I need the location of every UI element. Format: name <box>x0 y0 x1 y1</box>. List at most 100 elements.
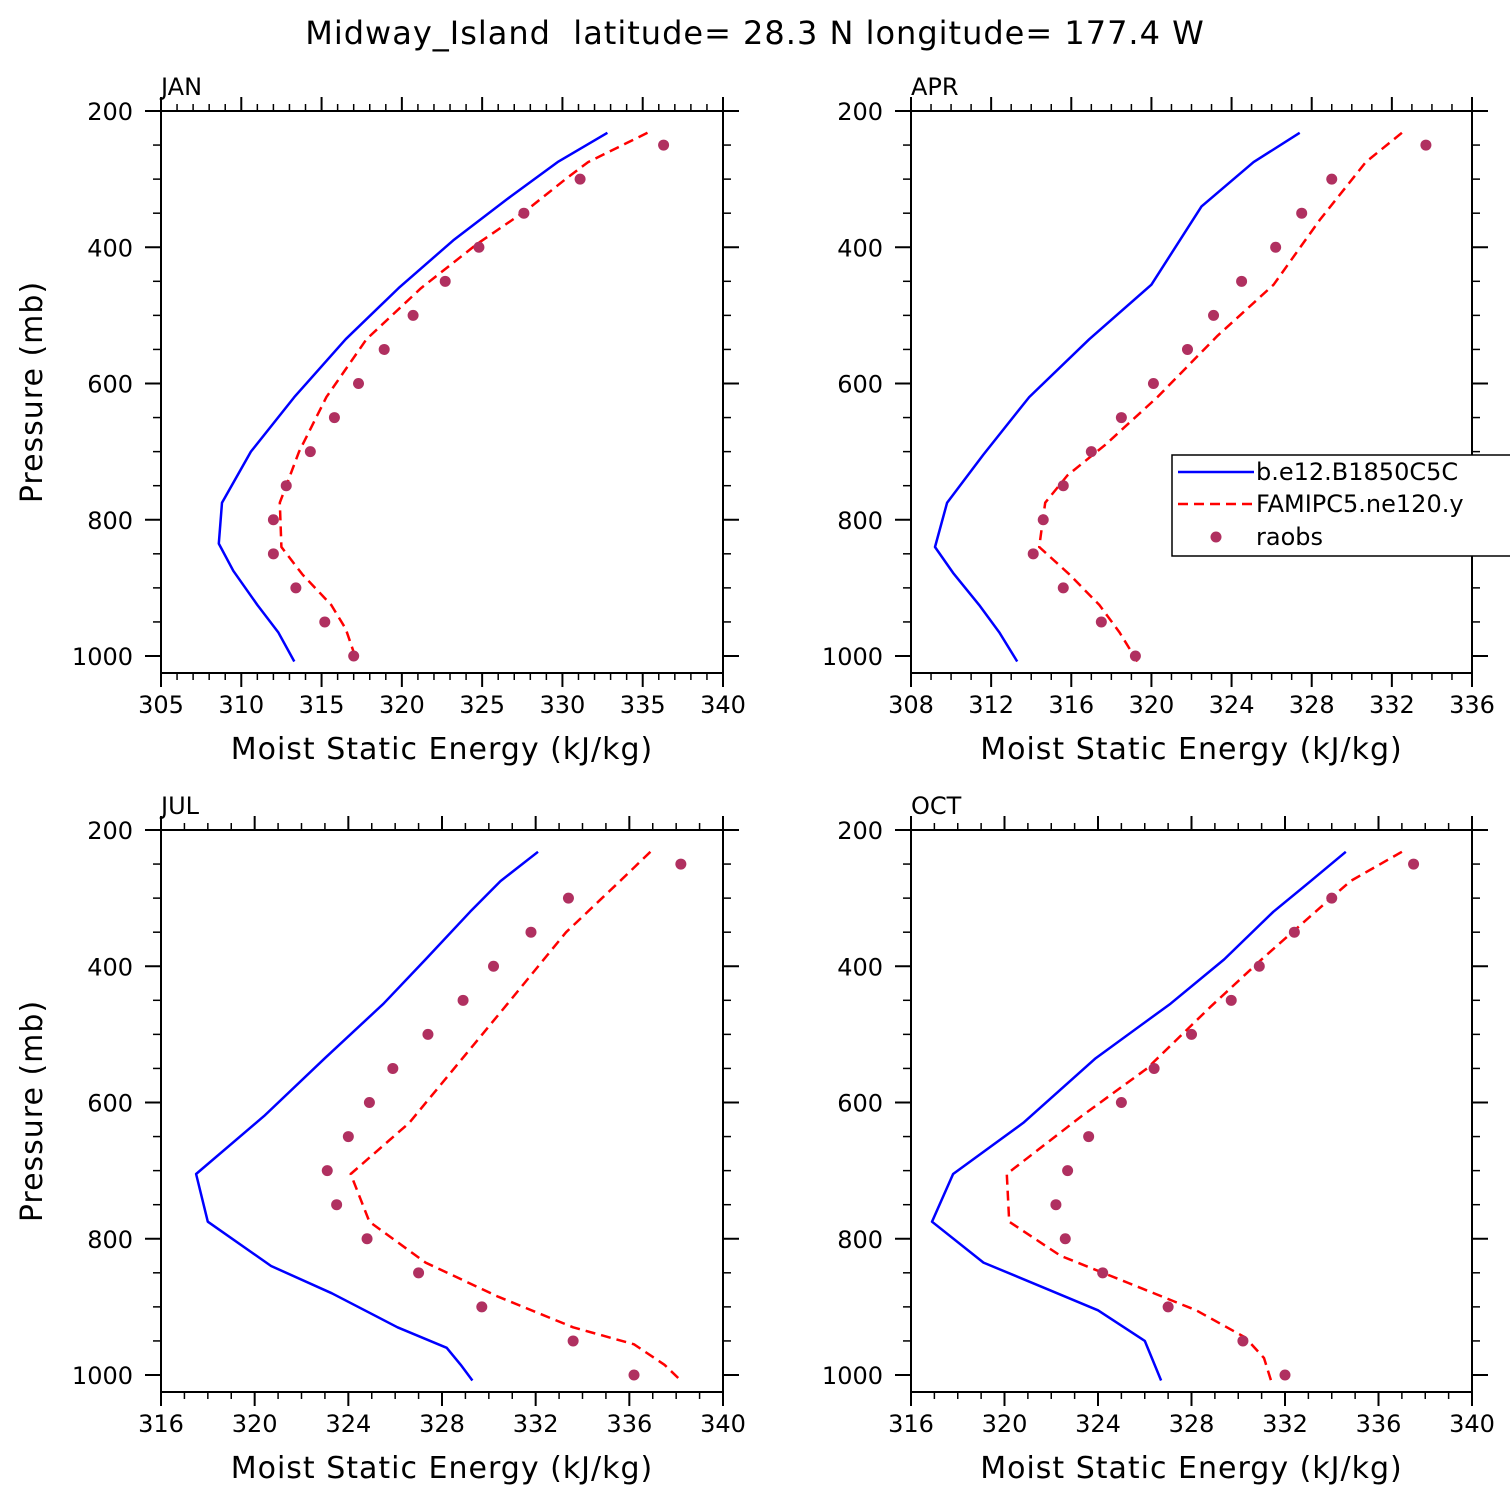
jan-panel-label: JAN <box>159 73 202 101</box>
jul-x-tick-label: 340 <box>700 1410 746 1438</box>
jul-raobs-point <box>476 1301 488 1313</box>
jan-raobs-point <box>378 343 390 355</box>
oct-x-axis-label: Moist Static Energy (kJ/kg) <box>980 1451 1403 1486</box>
jul-y-tick-label: 800 <box>87 1226 133 1254</box>
apr-raobs-point <box>1236 275 1248 287</box>
oct-raobs-point <box>1162 1301 1174 1313</box>
jul-raobs-point <box>413 1267 425 1279</box>
oct-x-tick-label: 328 <box>1169 1410 1215 1438</box>
oct-raobs-point <box>1288 926 1300 938</box>
apr-raobs-point <box>1129 650 1141 662</box>
apr-y-tick-label: 400 <box>837 234 883 262</box>
oct-raobs-point <box>1062 1165 1074 1177</box>
jan-y-tick-label: 200 <box>87 98 133 126</box>
legend-swatch-marker <box>1210 531 1222 543</box>
legend-label-model2: FAMIPC5.ne120.y <box>1256 490 1464 518</box>
apr-model1-line <box>933 131 1301 663</box>
oct-raobs-point <box>1237 1335 1249 1347</box>
apr-x-tick-label: 316 <box>1048 691 1094 719</box>
oct-y-tick-label: 400 <box>837 953 883 981</box>
jan-y-tick-label: 600 <box>87 371 133 399</box>
jul-panel-label: JUL <box>159 792 200 820</box>
jan-y-tick-label: 1000 <box>72 643 133 671</box>
jul-raobs-point <box>567 1335 579 1347</box>
jan-raobs-point <box>280 480 292 492</box>
apr-raobs-point <box>1326 173 1338 185</box>
jul-raobs-point <box>422 1028 434 1040</box>
legend-label-model1: b.e12.B1850C5C <box>1256 458 1458 486</box>
jul-raobs-point <box>675 858 687 870</box>
jul-x-tick-label: 332 <box>513 1410 559 1438</box>
legend-label-raobs: raobs <box>1256 523 1323 551</box>
jan-x-tick-label: 325 <box>459 691 505 719</box>
apr-raobs-point <box>1085 446 1097 458</box>
jan-x-tick-label: 320 <box>379 691 425 719</box>
jul-x-axis-label: Moist Static Energy (kJ/kg) <box>231 1451 654 1486</box>
oct-raobs-point <box>1083 1131 1095 1143</box>
apr-raobs-point <box>1027 548 1039 560</box>
oct-y-tick-label: 600 <box>837 1090 883 1118</box>
jan-raobs-point <box>439 275 451 287</box>
oct-x-tick-label: 324 <box>1075 1410 1121 1438</box>
oct-raobs-point <box>1097 1267 1109 1279</box>
apr-raobs-point <box>1420 139 1432 151</box>
oct-raobs-point <box>1253 960 1265 972</box>
apr-x-tick-label: 336 <box>1449 691 1495 719</box>
panel-jul: JUL 316 320 324 328 332 336 340 200 400 600 800 1000… <box>15 792 746 1486</box>
apr-panel-label: APR <box>911 73 959 101</box>
jul-raobs-point <box>628 1369 640 1381</box>
jan-raobs-point <box>319 616 331 628</box>
jul-y-tick-label: 1000 <box>72 1362 133 1390</box>
oct-raobs-point <box>1115 1097 1127 1108</box>
jan-raobs-point <box>267 514 279 526</box>
panel-oct: OCT 316 320 324 328 332 336 340 200 400 600 800 1000… <box>822 792 1495 1486</box>
jul-y-axis-label: Pressure (mb) <box>15 1000 50 1222</box>
jan-x-tick-label: 310 <box>218 691 264 719</box>
apr-raobs-point <box>1115 412 1127 424</box>
jan-raobs-point <box>348 650 360 662</box>
apr-raobs-point <box>1181 343 1193 355</box>
apr-x-axis-label: Moist Static Energy (kJ/kg) <box>980 732 1403 767</box>
jul-raobs-point <box>342 1131 354 1143</box>
jul-raobs-point <box>331 1199 343 1211</box>
oct-y-tick-label: 800 <box>837 1226 883 1254</box>
jan-x-tick-label: 340 <box>700 691 746 719</box>
apr-y-tick-label: 800 <box>837 507 883 535</box>
apr-plot-frame <box>910 110 1473 674</box>
oct-x-tick-label: 320 <box>982 1410 1028 1438</box>
jul-raobs-point <box>562 892 574 904</box>
apr-x-tick-label: 324 <box>1209 691 1255 719</box>
jan-x-tick-label: 315 <box>299 691 345 719</box>
jul-raobs-point <box>361 1233 373 1245</box>
jul-y-tick-label: 200 <box>87 817 133 845</box>
apr-x-tick-label: 328 <box>1289 691 1335 719</box>
jan-model2-line <box>278 131 649 662</box>
jan-series-group <box>217 131 670 663</box>
oct-raobs-point <box>1050 1199 1062 1211</box>
apr-raobs-point <box>1147 378 1159 389</box>
main-title: Midway_Island latitude= 28.3 N longitude… <box>305 14 1205 52</box>
jan-raobs-point <box>407 309 419 321</box>
panel-apr: APR 308 312 316 320 324 328 332 336 200 400 600 800 1… <box>822 73 1495 767</box>
jan-raobs-point <box>518 207 530 219</box>
apr-x-tick-label: 312 <box>968 691 1014 719</box>
jan-raobs-point <box>658 139 670 151</box>
oct-raobs-point <box>1186 1028 1197 1040</box>
jul-x-tick-label: 324 <box>325 1410 371 1438</box>
jan-y-tick-label: 400 <box>87 234 133 262</box>
jan-y-axis-label: Pressure (mb) <box>15 281 50 503</box>
oct-raobs-point <box>1225 994 1237 1006</box>
jul-raobs-point <box>525 926 537 938</box>
apr-raobs-point <box>1037 514 1049 526</box>
oct-y-tick-label: 1000 <box>822 1362 883 1390</box>
apr-x-tick-label: 332 <box>1369 691 1415 719</box>
jan-y-tick-label: 800 <box>87 507 133 535</box>
oct-model2-line <box>1005 850 1403 1381</box>
jul-raobs-point <box>387 1062 399 1074</box>
panel-jan: JAN 305 310 315 320 325 330 335 340 200 400 600 800 1… <box>15 73 746 767</box>
oct-x-tick-label: 336 <box>1356 1410 1402 1438</box>
apr-raobs-point <box>1057 480 1069 492</box>
apr-model2-line <box>1037 131 1403 663</box>
legend: b.e12.B1850C5C FAMIPC5.ne120.y raobs <box>1171 454 1510 557</box>
